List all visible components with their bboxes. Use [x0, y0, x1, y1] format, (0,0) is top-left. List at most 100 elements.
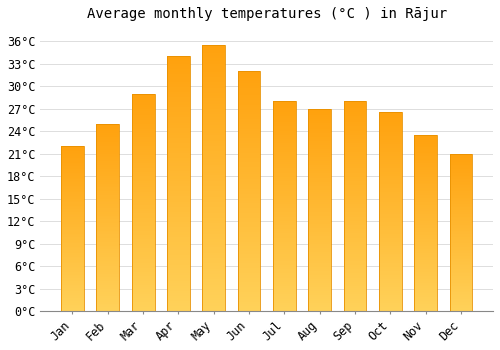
Bar — [238, 81, 260, 83]
Bar — [414, 304, 437, 306]
Bar — [132, 178, 154, 181]
Bar — [96, 214, 119, 216]
Bar — [132, 185, 154, 187]
Bar — [202, 45, 225, 48]
Bar — [238, 280, 260, 282]
Bar — [61, 232, 84, 233]
Bar — [344, 269, 366, 271]
Bar — [273, 309, 296, 311]
Bar — [273, 143, 296, 145]
Bar — [344, 179, 366, 181]
Bar — [132, 259, 154, 261]
Bar — [308, 303, 331, 305]
Bar — [167, 281, 190, 283]
Bar — [379, 303, 402, 305]
Bar — [167, 286, 190, 288]
Bar — [202, 90, 225, 93]
Bar — [61, 196, 84, 197]
Bar — [167, 56, 190, 59]
Bar — [379, 148, 402, 150]
Bar — [273, 158, 296, 160]
Bar — [450, 273, 472, 275]
Bar — [238, 270, 260, 273]
Bar — [132, 148, 154, 150]
Bar — [379, 190, 402, 192]
Bar — [132, 122, 154, 124]
Bar — [308, 246, 331, 248]
Bar — [344, 305, 366, 307]
Bar — [96, 193, 119, 195]
Bar — [132, 263, 154, 265]
Bar — [414, 283, 437, 285]
Bar — [61, 265, 84, 267]
Bar — [238, 218, 260, 220]
Bar — [379, 152, 402, 154]
Bar — [379, 196, 402, 198]
Bar — [379, 279, 402, 281]
Bar — [167, 82, 190, 84]
Bar — [414, 211, 437, 212]
Bar — [202, 170, 225, 173]
Bar — [61, 189, 84, 191]
Bar — [202, 220, 225, 223]
Bar — [308, 242, 331, 244]
Bar — [308, 141, 331, 143]
Bar — [238, 179, 260, 182]
Bar — [202, 74, 225, 77]
Bar — [202, 205, 225, 207]
Bar — [167, 303, 190, 306]
Bar — [238, 268, 260, 270]
Bar — [273, 120, 296, 122]
Bar — [61, 173, 84, 174]
Bar — [238, 241, 260, 244]
Bar — [238, 273, 260, 275]
Bar — [450, 199, 472, 201]
Bar — [344, 288, 366, 290]
Bar — [379, 212, 402, 214]
Bar — [450, 225, 472, 226]
Bar — [344, 194, 366, 196]
Bar — [450, 268, 472, 270]
Bar — [238, 297, 260, 299]
Bar — [238, 160, 260, 162]
Bar — [202, 96, 225, 98]
Bar — [414, 154, 437, 156]
Bar — [273, 292, 296, 294]
Bar — [308, 145, 331, 147]
Bar — [96, 158, 119, 159]
Bar — [450, 239, 472, 240]
Bar — [132, 144, 154, 146]
Bar — [238, 124, 260, 126]
Bar — [202, 69, 225, 72]
Bar — [202, 175, 225, 178]
Bar — [379, 144, 402, 146]
Bar — [273, 110, 296, 112]
Bar — [96, 247, 119, 249]
Bar — [61, 199, 84, 201]
Bar — [379, 291, 402, 293]
Bar — [414, 139, 437, 140]
Bar — [96, 264, 119, 266]
Bar — [167, 92, 190, 94]
Bar — [202, 133, 225, 135]
Bar — [96, 150, 119, 152]
Bar — [450, 276, 472, 278]
Bar — [202, 295, 225, 298]
Bar — [96, 148, 119, 150]
Bar — [273, 200, 296, 202]
Bar — [167, 275, 190, 278]
Bar — [379, 132, 402, 134]
Bar — [96, 135, 119, 137]
Bar — [96, 178, 119, 180]
Bar — [167, 224, 190, 227]
Bar — [238, 289, 260, 292]
Bar — [344, 154, 366, 156]
Bar — [344, 236, 366, 238]
Bar — [414, 230, 437, 232]
Bar — [61, 159, 84, 161]
Bar — [202, 104, 225, 106]
Bar — [202, 149, 225, 152]
Bar — [61, 156, 84, 158]
Bar — [132, 105, 154, 107]
Bar — [344, 217, 366, 219]
